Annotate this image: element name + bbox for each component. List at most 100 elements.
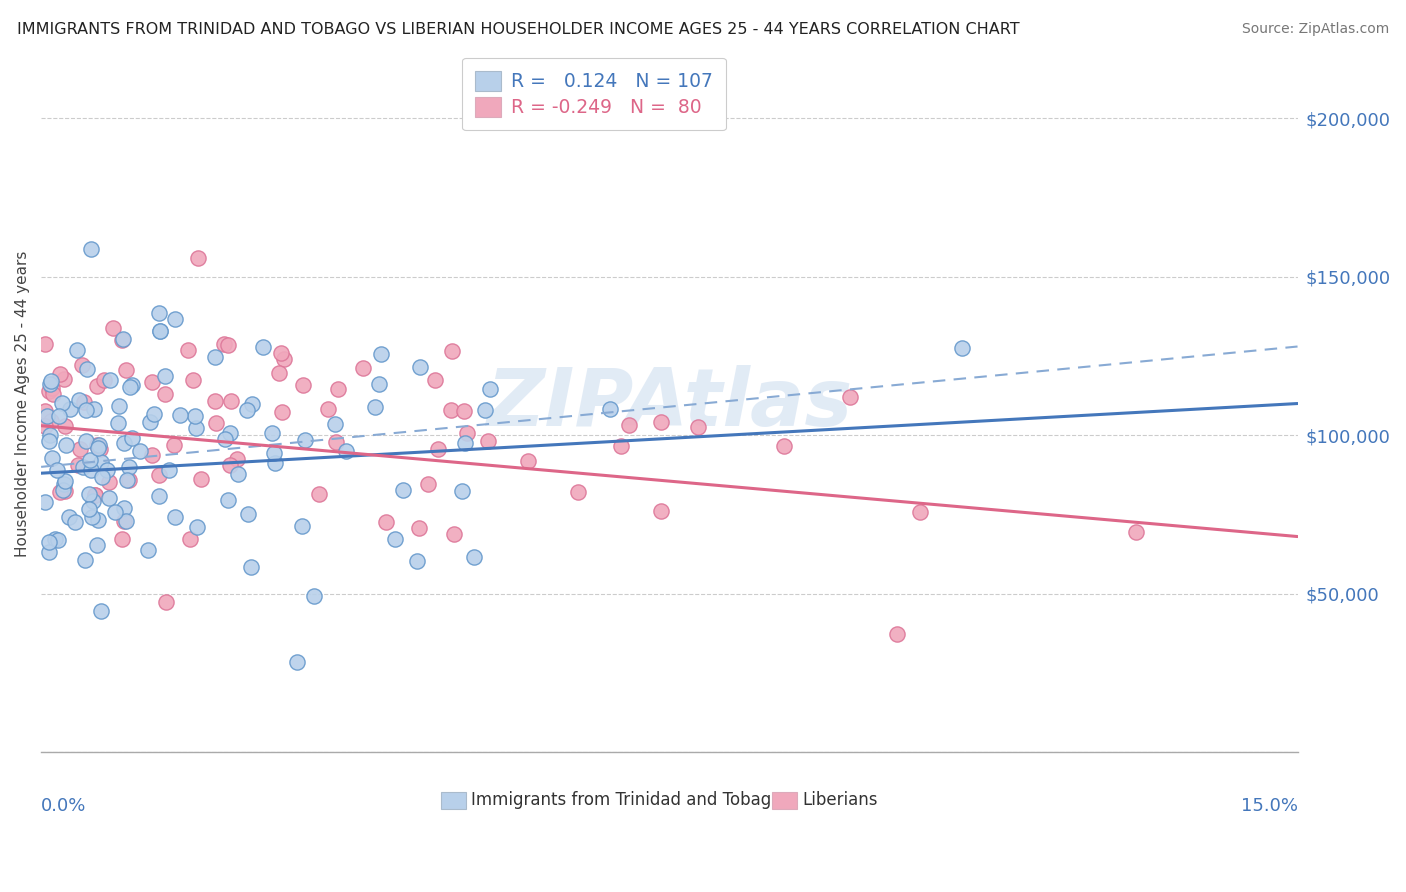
Legend: R =   0.124   N = 107, R = -0.249   N =  80: R = 0.124 N = 107, R = -0.249 N = 80 <box>463 58 725 130</box>
Point <box>599 402 621 417</box>
Text: 15.0%: 15.0% <box>1240 797 1298 815</box>
Point <box>886 627 908 641</box>
Text: Immigrants from Trinidad and Tobago: Immigrants from Trinidad and Tobago <box>471 791 782 809</box>
Point <box>46 463 69 477</box>
Point <box>204 350 226 364</box>
Point <box>190 472 212 486</box>
Point <box>609 439 631 453</box>
Point <box>839 390 862 404</box>
Point <box>263 446 285 460</box>
Point <box>236 403 259 417</box>
Point <box>186 520 208 534</box>
Point <box>285 655 308 669</box>
Point <box>67 392 90 407</box>
Point <box>384 533 406 547</box>
Point <box>328 382 350 396</box>
Point <box>129 443 152 458</box>
Point <box>89 438 111 452</box>
Point <box>409 359 432 374</box>
Point <box>325 435 347 450</box>
Point <box>217 493 239 508</box>
Point <box>112 332 135 346</box>
Point <box>474 402 496 417</box>
Point <box>34 494 56 508</box>
Point <box>136 543 159 558</box>
Text: ZIPAtlas: ZIPAtlas <box>486 365 852 442</box>
Point <box>38 384 60 398</box>
Point <box>187 251 209 265</box>
Point <box>238 508 260 522</box>
Point <box>90 604 112 618</box>
Point <box>440 343 463 358</box>
Point <box>49 485 72 500</box>
Point <box>773 440 796 454</box>
Point <box>477 434 499 448</box>
Text: 0.0%: 0.0% <box>41 797 87 815</box>
Point <box>39 427 62 442</box>
Point <box>86 438 108 452</box>
Point <box>101 321 124 335</box>
Point <box>323 417 346 432</box>
Point <box>96 462 118 476</box>
Point <box>368 377 391 392</box>
Point <box>52 483 75 497</box>
Text: Source: ZipAtlas.com: Source: ZipAtlas.com <box>1241 22 1389 37</box>
Text: Liberians: Liberians <box>803 791 877 809</box>
Point <box>90 455 112 469</box>
Point <box>34 337 56 351</box>
Point <box>218 458 240 473</box>
Point <box>118 460 141 475</box>
Point <box>463 550 485 565</box>
FancyBboxPatch shape <box>772 791 797 809</box>
Point <box>155 595 177 609</box>
Point <box>70 358 93 372</box>
Point <box>454 435 477 450</box>
Point <box>86 441 108 455</box>
Point <box>69 442 91 456</box>
Point <box>453 404 475 418</box>
Point <box>148 467 170 482</box>
Point <box>291 378 314 392</box>
Y-axis label: Householder Income Ages 25 - 44 years: Householder Income Ages 25 - 44 years <box>15 251 30 557</box>
Point <box>39 377 62 392</box>
Point <box>423 373 446 387</box>
Point <box>79 453 101 467</box>
Point <box>66 343 89 357</box>
Point <box>219 425 242 440</box>
Point <box>418 476 440 491</box>
Point <box>304 589 326 603</box>
Point <box>34 419 56 434</box>
Point <box>82 509 104 524</box>
Point <box>650 415 672 429</box>
Point <box>90 470 112 484</box>
Point <box>98 491 121 505</box>
Point <box>73 395 96 409</box>
Point <box>267 366 290 380</box>
Point <box>567 485 589 500</box>
Point <box>34 404 56 418</box>
Point <box>392 483 415 498</box>
Point <box>58 510 80 524</box>
Point <box>84 488 107 502</box>
Point <box>77 501 100 516</box>
Point <box>335 443 357 458</box>
Point <box>159 463 181 477</box>
Point <box>478 382 501 396</box>
Point <box>204 416 226 430</box>
Point <box>270 346 292 360</box>
Point <box>184 421 207 435</box>
Point <box>86 513 108 527</box>
Point <box>41 450 63 465</box>
Point <box>217 337 239 351</box>
Point <box>115 362 138 376</box>
Point <box>952 341 974 355</box>
Point <box>51 396 73 410</box>
Point <box>148 489 170 503</box>
Point <box>83 488 105 502</box>
Point <box>374 515 396 529</box>
Point <box>308 487 330 501</box>
Point <box>155 369 177 384</box>
Point <box>270 405 292 419</box>
Point <box>142 407 165 421</box>
Point <box>264 456 287 470</box>
